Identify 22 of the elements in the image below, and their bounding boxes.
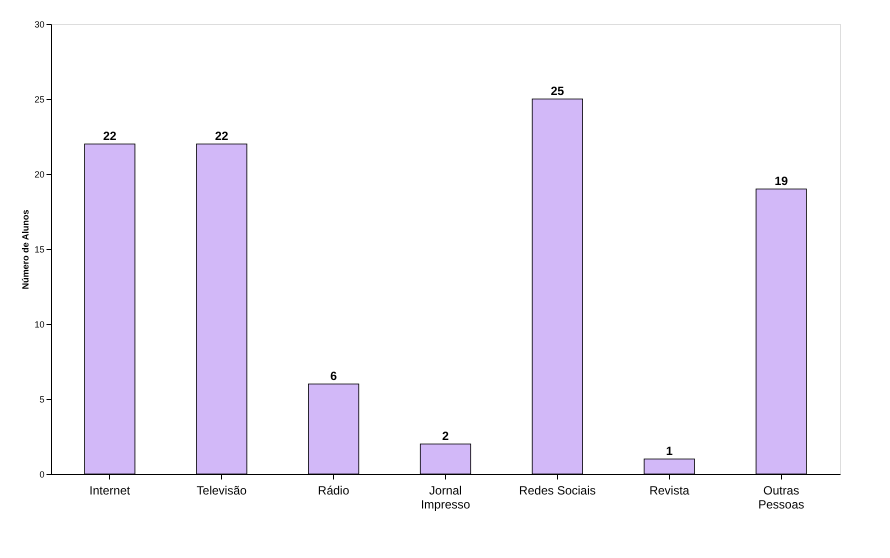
data-label: 22 bbox=[214, 129, 229, 143]
y-tick-label: 15 bbox=[34, 244, 44, 254]
x-tick-label: Jornal Impresso bbox=[420, 484, 470, 512]
y-axis-title: Número de Alunos bbox=[20, 210, 30, 290]
y-tick-label: 25 bbox=[34, 94, 44, 104]
x-tick-label: Internet bbox=[89, 484, 131, 498]
data-label: 25 bbox=[550, 84, 564, 98]
data-label: 2 bbox=[442, 429, 450, 443]
x-tick-label: Televisão bbox=[196, 484, 248, 498]
data-label: 19 bbox=[774, 174, 788, 188]
y-tick-label: 0 bbox=[39, 470, 44, 480]
x-tick-label: Redes Sociais bbox=[519, 484, 596, 498]
y-tick-label: 20 bbox=[34, 170, 44, 180]
x-tick-label: Rádio bbox=[318, 484, 350, 498]
data-label: 22 bbox=[103, 129, 117, 143]
y-tick-label: 10 bbox=[34, 320, 44, 330]
x-tick-label: Outras Pessoas bbox=[758, 484, 804, 512]
data-label: 1 bbox=[666, 444, 673, 458]
data-label: 6 bbox=[330, 369, 338, 383]
x-tick-label: Revista bbox=[649, 484, 690, 498]
y-tick-label: 30 bbox=[34, 20, 44, 30]
y-tick-label: 5 bbox=[39, 394, 44, 404]
